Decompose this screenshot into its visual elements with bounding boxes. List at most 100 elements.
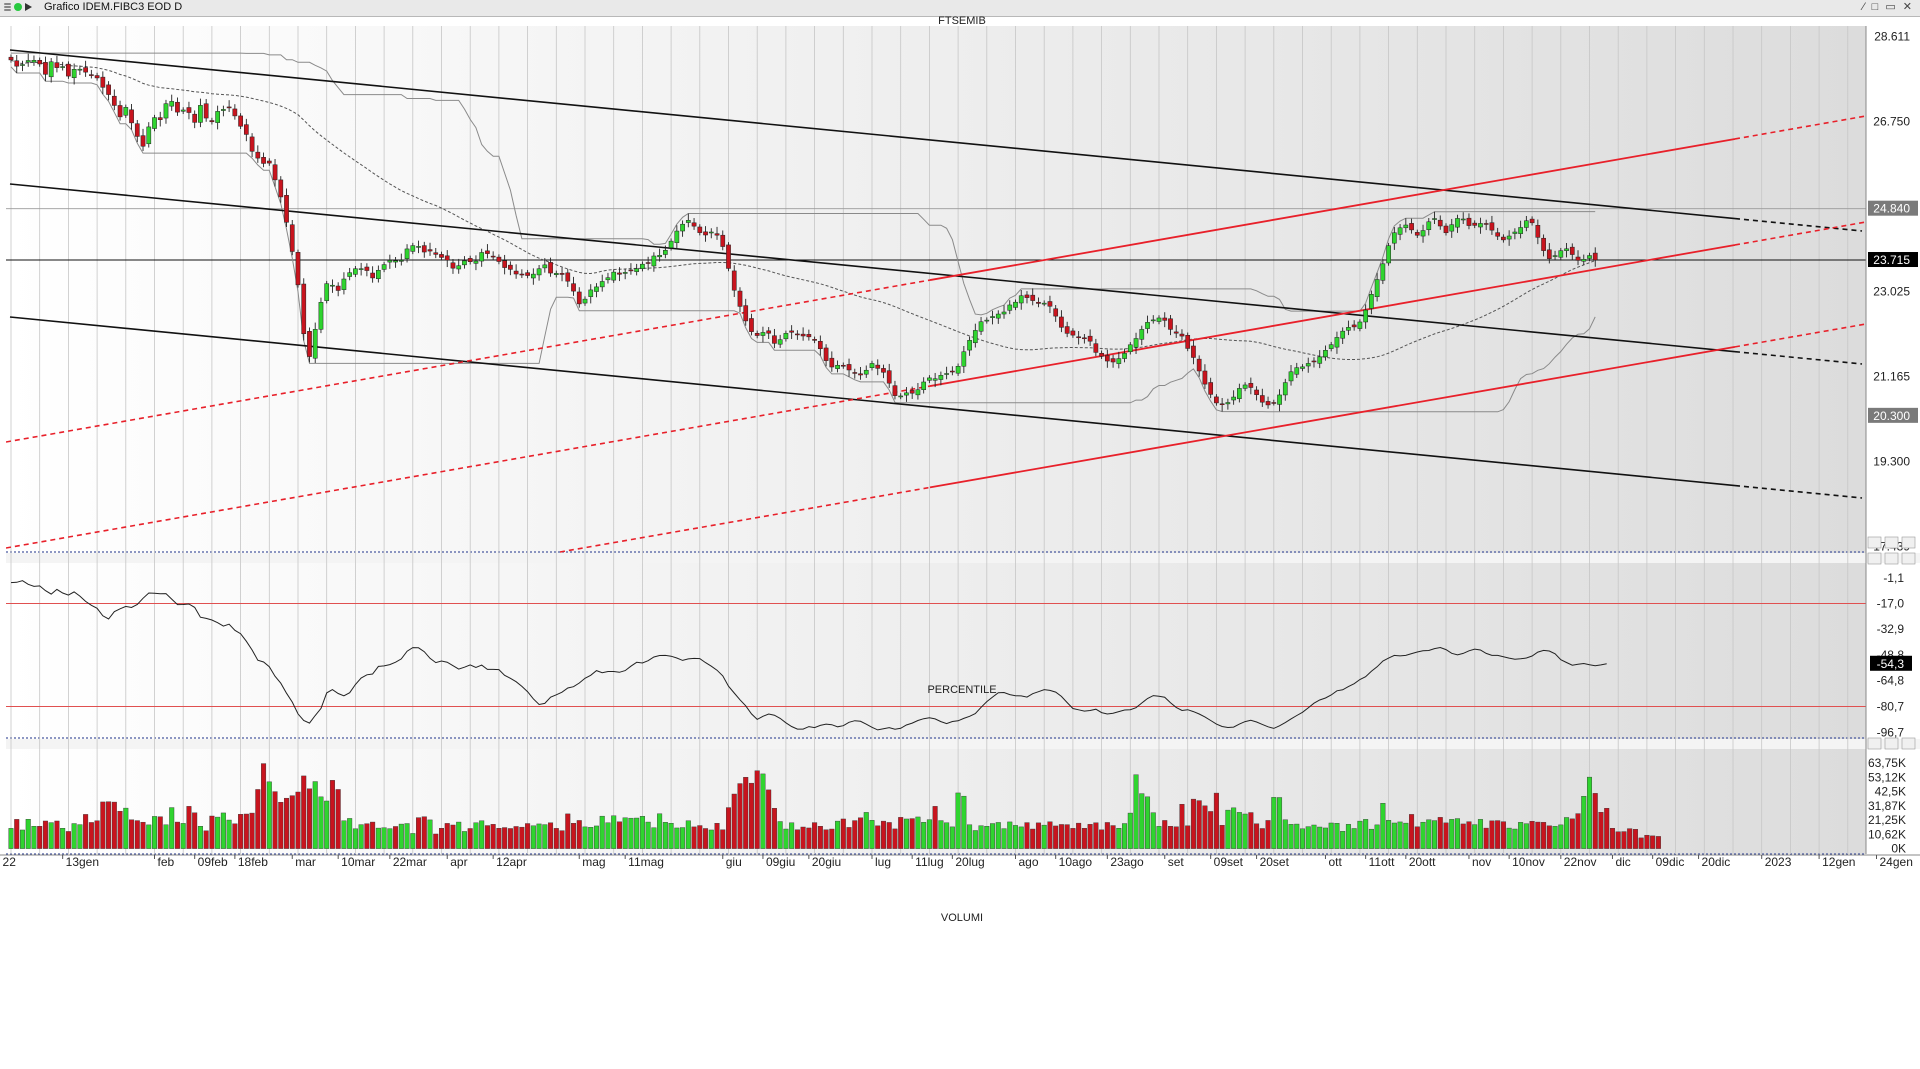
price-panel-control xyxy=(1901,536,1916,549)
candle xyxy=(398,253,404,266)
volume-bar xyxy=(777,821,783,849)
candle-body xyxy=(875,364,881,369)
candle-body xyxy=(628,269,634,272)
candle xyxy=(1512,228,1518,240)
candle-body xyxy=(599,281,605,288)
candle xyxy=(1575,250,1581,266)
window-menu-icons[interactable] xyxy=(4,3,32,11)
channel-upper-line xyxy=(11,52,1596,316)
x-axis-label: 09set xyxy=(1214,855,1244,869)
candle-body xyxy=(1512,231,1518,234)
candle xyxy=(1305,357,1311,373)
trend-black-lower xyxy=(9,316,1736,487)
candle xyxy=(111,89,117,111)
candle-body xyxy=(358,268,364,270)
candle xyxy=(530,268,536,285)
candle xyxy=(215,105,220,130)
candle-body xyxy=(858,373,863,376)
candle xyxy=(1099,350,1104,359)
candle-body xyxy=(450,262,456,269)
volume-bar xyxy=(1030,828,1036,849)
candle xyxy=(800,327,806,341)
volume-bar xyxy=(1288,824,1294,849)
volume-bar xyxy=(1007,821,1013,849)
candle xyxy=(519,269,525,279)
candle-body xyxy=(1202,370,1208,385)
candle-body xyxy=(1546,249,1552,259)
candle-body xyxy=(1196,358,1202,372)
volume-bar xyxy=(398,823,404,849)
window-controls[interactable]: ⁄ □ ▭ ✕ xyxy=(1862,1,1914,13)
candle xyxy=(508,261,513,276)
x-axis-label: 22nov xyxy=(1564,855,1597,869)
candle-body xyxy=(278,179,284,198)
candle-body xyxy=(169,101,175,107)
price-panel[interactable] xyxy=(6,49,1866,553)
x-axis-label: mar xyxy=(295,855,316,869)
percentile-panel[interactable] xyxy=(6,580,1866,731)
candle-body xyxy=(1093,343,1099,353)
candle-body xyxy=(617,272,622,275)
candle xyxy=(1432,211,1437,225)
volume-bar xyxy=(1535,821,1541,849)
volume-bar xyxy=(525,823,531,849)
candle xyxy=(221,105,226,117)
volume-bar xyxy=(903,818,909,849)
volume-bar xyxy=(220,812,226,849)
candle xyxy=(1173,325,1179,338)
candle xyxy=(255,145,261,163)
x-axis-label: 20giu xyxy=(812,855,841,869)
candle-body xyxy=(364,266,370,271)
candle-body xyxy=(835,364,840,369)
volume-bar xyxy=(1254,823,1260,849)
candle xyxy=(565,269,571,287)
candle-body xyxy=(1030,294,1036,301)
candle-body xyxy=(129,109,134,124)
volume-bar xyxy=(479,820,485,849)
status-green-icon xyxy=(14,3,22,11)
candle-body xyxy=(1013,301,1018,308)
candle xyxy=(134,119,140,143)
candle xyxy=(60,61,66,71)
candle xyxy=(852,368,858,379)
candle-body xyxy=(261,157,266,164)
candle-body xyxy=(1214,396,1219,404)
candle xyxy=(1363,304,1368,329)
volume-bar xyxy=(1139,793,1145,849)
candle xyxy=(536,264,542,281)
candle xyxy=(1168,315,1173,336)
candle xyxy=(846,358,852,377)
volume-bar xyxy=(410,833,416,849)
candle-body xyxy=(180,109,186,112)
volume-bar xyxy=(1035,822,1041,849)
candle-body xyxy=(1558,250,1564,258)
volume-bar xyxy=(496,828,502,849)
volume-bar xyxy=(622,817,628,849)
candle xyxy=(754,330,760,339)
candle-body xyxy=(1432,218,1437,220)
x-axis-label: ott xyxy=(1328,855,1342,869)
volume-bar xyxy=(238,814,244,849)
axes: 28.61126.75024.84023.02521.16519.30017.4… xyxy=(0,26,1920,869)
candle-body xyxy=(1587,255,1592,259)
chart-area[interactable]: 28.61126.75024.84023.02521.16519.30017.4… xyxy=(0,16,1920,1069)
volume-bar xyxy=(1242,813,1248,849)
candle xyxy=(1501,234,1506,243)
volume-bar xyxy=(766,789,772,849)
play-icon[interactable] xyxy=(25,3,32,11)
candle-body xyxy=(324,283,330,301)
price-tick-label: 21.165 xyxy=(1873,369,1910,383)
volume-bar xyxy=(1196,800,1202,849)
x-axis-label: apr xyxy=(450,855,467,869)
candle-body xyxy=(289,224,295,252)
candle xyxy=(462,256,467,269)
volume-bar xyxy=(726,807,732,849)
volume-bar xyxy=(536,823,542,849)
volume-panel[interactable] xyxy=(8,763,1661,849)
candle xyxy=(1127,342,1133,355)
candle xyxy=(1196,355,1202,377)
volume-bar xyxy=(1368,828,1374,849)
hamburger-icon[interactable] xyxy=(4,6,11,8)
candle-body xyxy=(370,272,375,279)
x-axis-label: 20set xyxy=(1260,855,1290,869)
